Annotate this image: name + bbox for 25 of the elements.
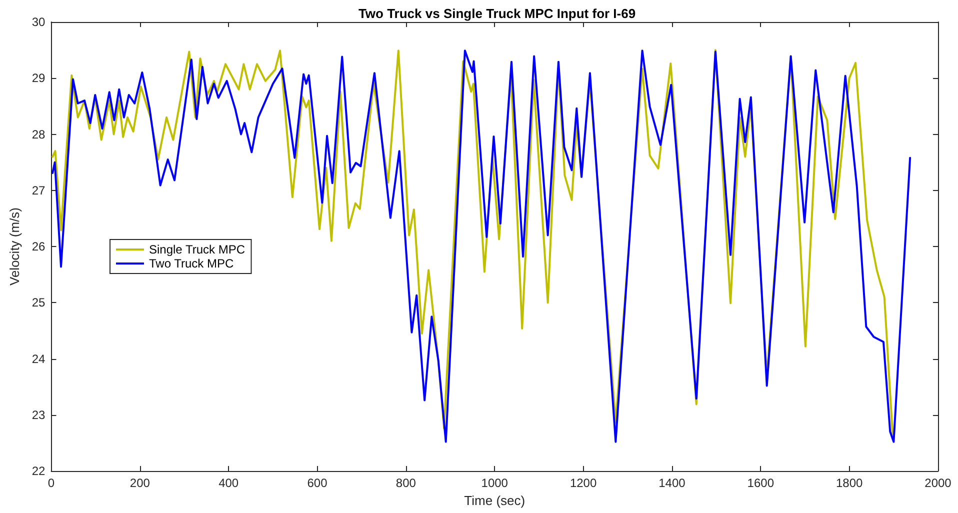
- x-tick-label: 1600: [747, 476, 774, 490]
- y-tick-label: 30: [32, 15, 46, 29]
- x-tick-label: 600: [307, 476, 328, 490]
- y-tick-label: 27: [32, 183, 46, 198]
- y-tick-label: 25: [32, 296, 46, 310]
- x-tick-label: 1400: [658, 476, 686, 490]
- x-tick-label: 800: [396, 476, 416, 490]
- x-tick-label: 1000: [481, 476, 508, 490]
- x-axis-title: Time (sec): [464, 492, 526, 508]
- x-tick-label: 400: [218, 476, 239, 490]
- y-axis-title: Velocity (m/s): [7, 207, 22, 286]
- y-tick-label: 23: [32, 408, 46, 422]
- y-tick-label: 26: [32, 240, 46, 254]
- y-tick-label: 22: [32, 464, 46, 478]
- y-tick-label: 28: [32, 127, 46, 142]
- x-tick-label: 200: [130, 476, 150, 490]
- chart-title: Two Truck vs Single Truck MPC Input for I-69: [358, 6, 636, 21]
- x-tick-label: 0: [48, 476, 55, 490]
- legend-label: Two Truck MPC: [149, 256, 234, 270]
- legend-label: Single Truck MPC: [149, 242, 246, 256]
- y-tick-label: 24: [32, 352, 46, 366]
- x-tick-label: 1800: [836, 476, 863, 490]
- x-tick-label: 2000: [924, 476, 952, 490]
- x-tick-label: 1200: [570, 476, 597, 490]
- y-tick-label: 29: [32, 71, 46, 86]
